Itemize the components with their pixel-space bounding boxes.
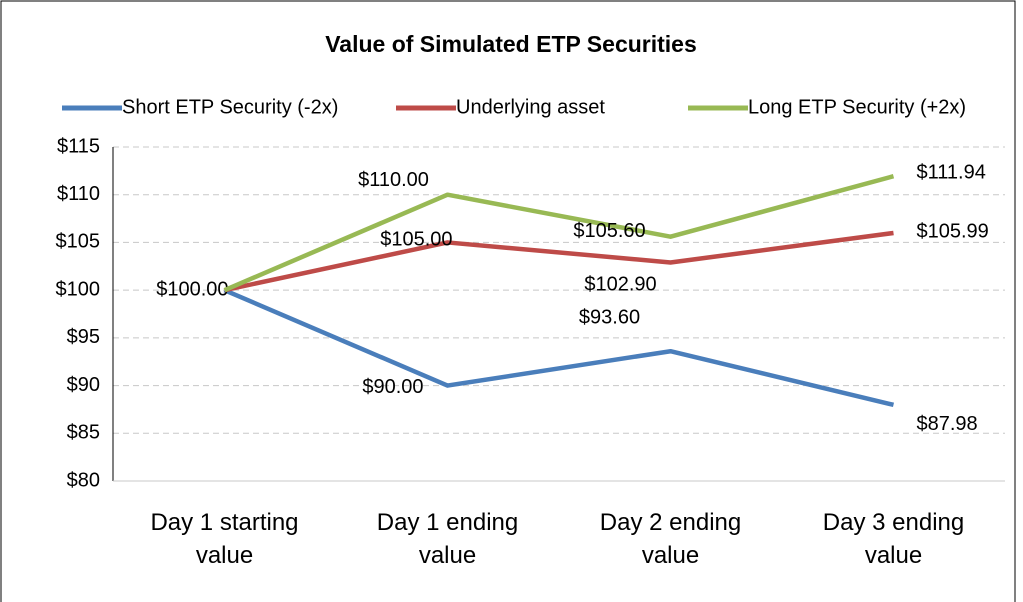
series-line	[223, 174, 895, 293]
data-label: $100.00	[156, 278, 228, 300]
x-tick-label: Day 3 ending value	[822, 509, 965, 569]
x-tick-label: Day 1 starting value	[150, 509, 299, 569]
y-tick-label: $85	[67, 422, 100, 444]
data-label: $93.60	[579, 306, 640, 328]
y-tick-label: $105	[56, 231, 101, 253]
y-tick-label: $110	[57, 183, 100, 205]
data-label: $105.99	[917, 220, 989, 242]
x-tick-label: Day 1 ending value	[376, 509, 519, 569]
chart-title: Value of Simulated ETP Securities	[325, 31, 697, 57]
y-tick-label: $100	[56, 278, 101, 300]
data-label: $102.90	[584, 274, 656, 296]
y-tick-label: $90	[67, 374, 100, 396]
x-tick-label: Day 2 ending value	[599, 509, 742, 569]
data-label: $87.98	[917, 413, 978, 435]
data-label: $110.00	[358, 169, 429, 191]
data-label: $105.60	[573, 220, 645, 242]
data-label: $111.94	[917, 161, 986, 183]
legend-label: Long ETP Security (+2x)	[748, 96, 966, 118]
legend-label: Short ETP Security (-2x)	[122, 96, 338, 118]
series-line	[224, 230, 894, 293]
y-tick-label: $80	[67, 469, 100, 491]
series-line	[223, 288, 895, 408]
y-tick-label: $115	[57, 135, 100, 157]
y-tick-label: $95	[67, 326, 100, 348]
data-label: $105.00	[380, 229, 452, 251]
legend-label: Underlying asset	[456, 96, 605, 118]
data-label: $90.00	[362, 376, 423, 398]
